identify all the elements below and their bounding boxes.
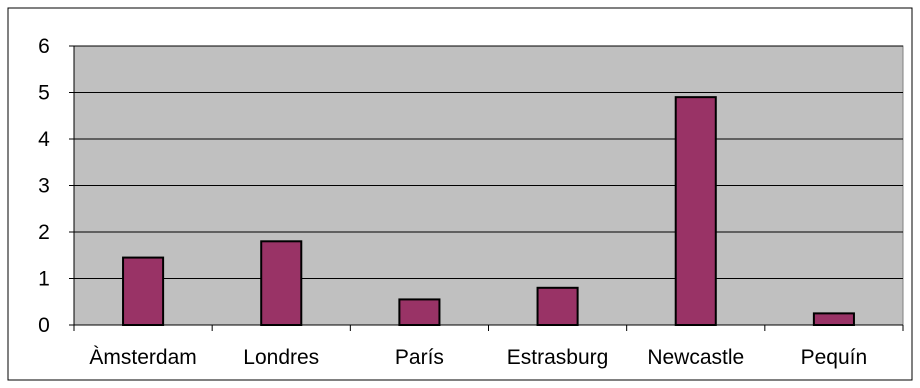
bar-0 bbox=[122, 256, 165, 327]
bar-3 bbox=[536, 286, 579, 326]
bar-1 bbox=[260, 240, 303, 326]
y-tick-label: 6 bbox=[38, 35, 50, 58]
x-category-label: Newcastle bbox=[647, 346, 744, 369]
x-category-label: Londres bbox=[243, 346, 319, 369]
bar-4 bbox=[674, 96, 717, 327]
y-tick-label: 0 bbox=[38, 314, 50, 337]
x-category-label: París bbox=[395, 346, 444, 369]
y-tick-label: 5 bbox=[38, 82, 50, 105]
y-tick-label: 4 bbox=[38, 128, 50, 151]
y-tick-label: 2 bbox=[38, 221, 50, 244]
y-tick-label: 1 bbox=[38, 268, 50, 291]
y-tick-label: 3 bbox=[38, 175, 50, 198]
bar-2 bbox=[398, 298, 441, 326]
x-category-label: Àmsterdam bbox=[89, 346, 196, 369]
x-category-label: Pequín bbox=[801, 346, 868, 369]
x-category-label: Estrasburg bbox=[507, 346, 609, 369]
bar-5 bbox=[812, 312, 855, 326]
